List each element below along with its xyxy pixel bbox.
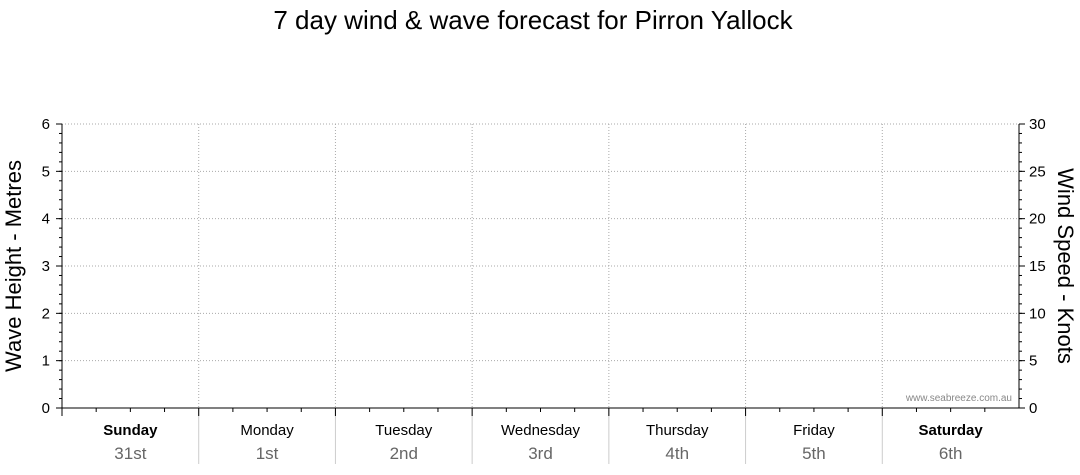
day-name-label: Friday (793, 422, 835, 439)
right-tick-label: 5 (1029, 353, 1037, 370)
left-tick-label: 3 (42, 258, 50, 275)
grid-lines (62, 123, 1019, 408)
day-date-label: 2nd (390, 444, 418, 463)
day-name-label: Thursday (646, 422, 709, 439)
right-tick-label: 30 (1029, 116, 1046, 133)
axes (61, 124, 1020, 464)
left-axis-ticks: 0 1 2 3 4 5 6 (42, 116, 62, 417)
left-tick-label: 6 (42, 116, 50, 133)
day-labels: Sunday 31st Monday 1st Tuesday 2nd Wednesday 3r… (103, 422, 983, 463)
right-axis-title: Wind Speed - Knots (1053, 168, 1078, 364)
right-tick-label: 15 (1029, 258, 1046, 275)
left-axis-title: Wave Height - Metres (1, 160, 26, 372)
day-name-label: Wednesday (501, 422, 580, 439)
watermark: www.seabreeze.com.au (905, 393, 1012, 404)
left-tick-label: 0 (42, 400, 50, 417)
left-tick-label: 4 (42, 211, 50, 228)
day-date-label: 6th (939, 444, 963, 463)
left-tick-label: 5 (42, 163, 50, 180)
day-date-label: 31st (114, 444, 146, 463)
day-date-label: 4th (665, 444, 689, 463)
day-name-label: Saturday (919, 422, 984, 439)
day-name-label: Sunday (103, 422, 158, 439)
day-name-label: Tuesday (375, 422, 432, 439)
right-tick-label: 10 (1029, 305, 1046, 322)
day-name-label: Monday (240, 422, 294, 439)
right-tick-label: 0 (1029, 400, 1037, 417)
chart-title: 7 day wind & wave forecast for Pirron Ya… (273, 5, 793, 35)
left-tick-label: 1 (42, 353, 50, 370)
day-date-label: 3rd (528, 444, 553, 463)
day-date-label: 1st (256, 444, 279, 463)
right-tick-label: 25 (1029, 163, 1046, 180)
left-tick-label: 2 (42, 305, 50, 322)
day-date-label: 5th (802, 444, 826, 463)
right-axis-ticks: 0 5 10 15 20 25 30 (1019, 116, 1046, 417)
right-tick-label: 20 (1029, 211, 1046, 228)
